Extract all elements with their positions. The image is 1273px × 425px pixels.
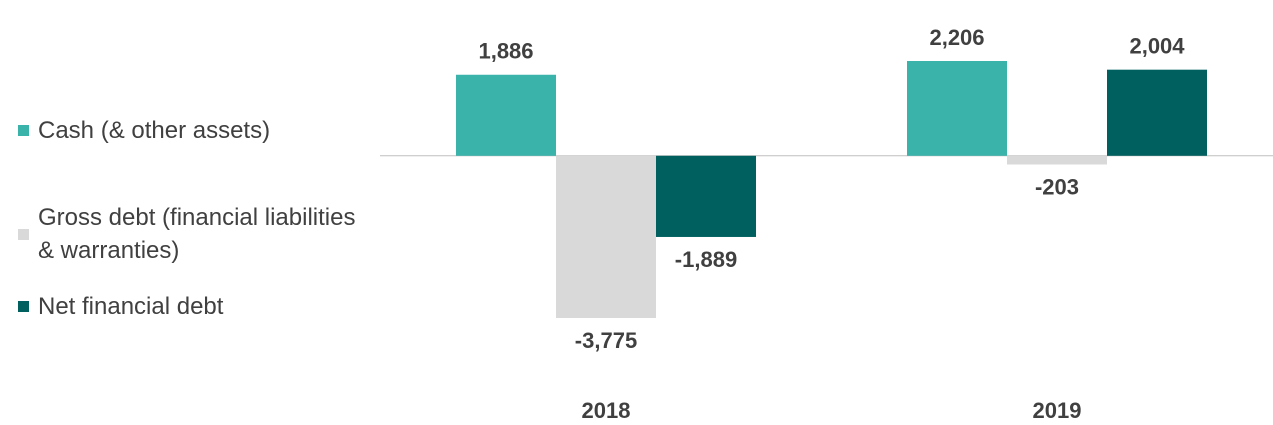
legend-item: Net financial debt — [18, 290, 368, 323]
x-tick-label: 2019 — [1033, 398, 1082, 423]
legend-swatch — [18, 301, 29, 312]
data-label: -3,775 — [575, 328, 637, 353]
legend-label: Cash (& other assets) — [38, 117, 271, 144]
legend-item: Gross debt (financial liabilities & warr… — [18, 201, 368, 267]
legend-swatch — [18, 228, 29, 240]
legend-label: Gross debt (financial liabilities & warr… — [38, 204, 356, 264]
bar — [1107, 69, 1207, 156]
x-tick-label: 2018 — [582, 398, 631, 423]
legend-label: Net financial debt — [38, 293, 224, 320]
legend-swatch — [18, 125, 29, 136]
bar — [907, 61, 1007, 156]
data-label: 1,886 — [478, 39, 533, 64]
data-label: -203 — [1035, 174, 1079, 199]
bar — [656, 155, 756, 237]
data-label: 2,004 — [1129, 33, 1185, 58]
bar — [1007, 155, 1107, 165]
bar — [556, 155, 656, 318]
bar — [456, 74, 556, 156]
data-label: -1,889 — [675, 247, 737, 272]
legend-item: Cash (& other assets) — [18, 114, 368, 147]
data-label: 2,206 — [929, 25, 984, 50]
